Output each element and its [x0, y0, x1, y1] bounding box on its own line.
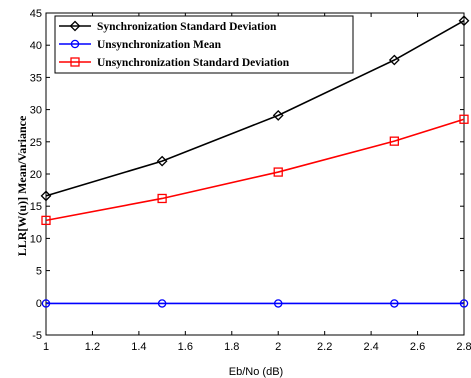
y-axis-label: LLR[W(u)] Mean/Variance	[15, 115, 29, 256]
y-tick-label: 5	[36, 266, 42, 278]
x-tick-label: 2.4	[363, 341, 378, 353]
x-tick-label: 1.8	[224, 341, 239, 353]
series-line	[45, 118, 465, 222]
data-point-marker	[41, 215, 51, 226]
data-point-marker	[157, 299, 167, 308]
data-point-marker	[272, 109, 284, 121]
data-point-marker	[273, 167, 283, 177]
series-2	[41, 299, 469, 308]
x-tick-label: 2.2	[317, 341, 332, 353]
legend-label: Synchronization Standard Deviation	[97, 21, 277, 33]
y-tick-label: 10	[30, 233, 42, 245]
data-point-marker	[69, 20, 81, 32]
y-tick-label: 45	[30, 8, 42, 20]
x-tick-label: 2.6	[410, 341, 425, 353]
y-tick-label: -5	[32, 330, 42, 342]
data-point-marker	[40, 190, 52, 202]
data-point-marker	[388, 54, 400, 66]
data-point-marker	[156, 155, 168, 167]
data-point-marker	[273, 299, 283, 308]
tick-labels: 1 1.2 1.4 1.6 1.8 2 2.2 2.4 2.6 2.8 -5 0 5 10 15 20 25 30…	[30, 8, 471, 353]
data-point-marker	[157, 193, 167, 204]
legend-label: Unsynchronization Standard Deviation	[97, 57, 290, 69]
y-tick-label: 0	[36, 298, 42, 310]
x-tick-label: 1.2	[85, 341, 100, 353]
data-point-marker	[459, 114, 469, 124]
data-point-marker	[390, 299, 399, 308]
x-tick-label: 2	[275, 341, 281, 353]
y-tick-label: 25	[30, 137, 42, 149]
y-tick-label: 30	[30, 105, 42, 117]
legend: Synchronization Standard Deviation Unsync…	[54, 15, 354, 74]
data-point-marker	[70, 39, 80, 49]
legend-box	[54, 15, 354, 74]
y-tick-label: 15	[30, 201, 42, 213]
y-tick-label: 20	[30, 169, 42, 181]
x-axis-label: Eb/No (dB)	[229, 366, 283, 378]
data-point-marker	[459, 299, 469, 308]
x-tick-label: 1.6	[178, 341, 193, 353]
series-3	[41, 114, 469, 226]
y-tick-label: 35	[30, 72, 42, 84]
series-layer	[40, 15, 470, 308]
data-point-marker	[70, 57, 80, 67]
y-tick-label: 40	[30, 40, 42, 52]
x-tick-label: 2.8	[456, 341, 471, 353]
data-point-marker	[389, 136, 399, 146]
x-tick-label: 1	[43, 341, 49, 353]
data-point-marker	[41, 299, 51, 308]
legend-label: Unsynchronization Mean	[97, 39, 222, 51]
x-tick-label: 1.4	[131, 341, 146, 353]
series-1	[40, 15, 470, 202]
series-line	[45, 20, 465, 197]
data-point-marker	[458, 15, 470, 27]
